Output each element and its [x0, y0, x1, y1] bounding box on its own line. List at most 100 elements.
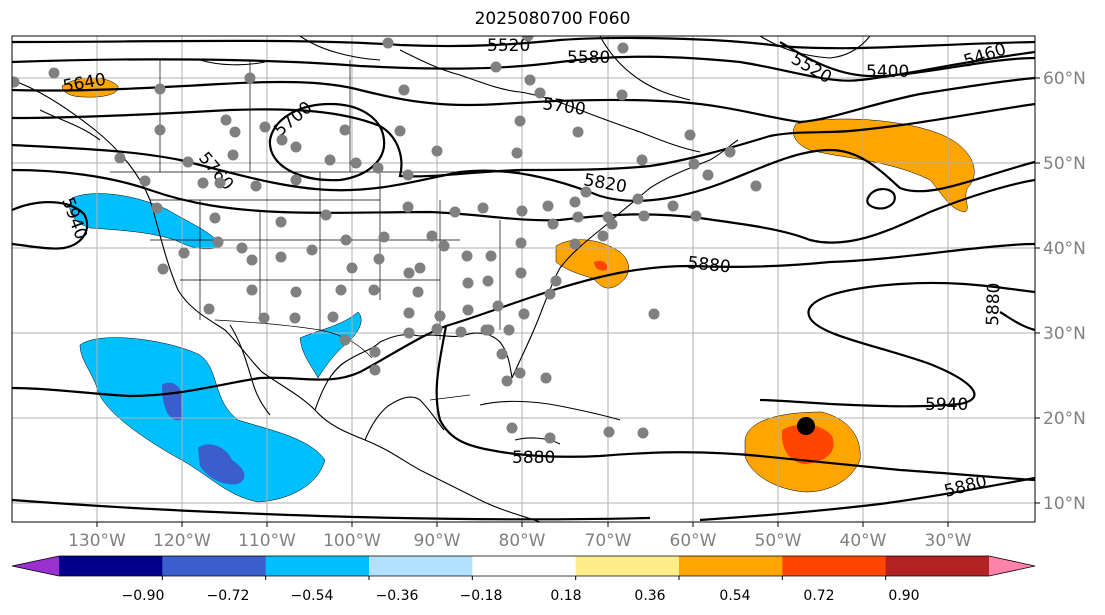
lon-label: 90°W — [414, 531, 461, 551]
station-dot — [414, 262, 426, 274]
lon-label: 100°W — [323, 531, 381, 551]
lon-label: 120°W — [153, 531, 211, 551]
station-dot — [572, 211, 584, 223]
lon-label: 70°W — [585, 531, 632, 551]
contour-label: 5940 — [925, 395, 968, 415]
station-dot — [514, 367, 526, 379]
station-dot — [524, 74, 536, 86]
lat-label: 60°N — [1043, 69, 1086, 89]
station-dot — [227, 149, 239, 161]
station-dot — [412, 286, 424, 298]
station-dot — [327, 311, 339, 323]
station-dot — [569, 238, 581, 250]
station-dot — [403, 267, 415, 279]
station-dot — [461, 250, 473, 262]
station-dot — [667, 200, 679, 212]
colorbar-tick-label: 0.54 — [719, 588, 750, 604]
station-markers — [12, 36, 762, 444]
station-dot — [157, 263, 169, 275]
station-dot — [724, 146, 736, 158]
station-dot — [290, 286, 302, 298]
station-dot — [402, 201, 414, 213]
station-dot — [690, 210, 702, 222]
station-dot — [394, 125, 406, 137]
lat-label: 30°N — [1043, 324, 1086, 344]
station-dot — [496, 348, 508, 360]
colorbar-tick-label: 0.18 — [550, 588, 581, 604]
station-dot — [431, 145, 443, 157]
station-dot — [516, 205, 528, 217]
anomaly-red-atlantic-south — [781, 424, 834, 464]
station-dot — [182, 156, 194, 168]
station-dot — [503, 324, 515, 336]
station-dot — [258, 312, 270, 324]
colorbar-segment — [59, 556, 163, 576]
station-dot — [550, 275, 562, 287]
colorbar-tick-label: −0.72 — [207, 588, 250, 604]
station-dot — [572, 126, 584, 138]
station-dot — [638, 210, 650, 222]
colorbar-tick-label: −0.18 — [460, 588, 503, 604]
station-dot — [534, 87, 546, 99]
contour-label: 5520 — [788, 49, 835, 88]
station-dot — [339, 334, 351, 346]
station-dot — [368, 284, 380, 296]
station-dot — [151, 202, 163, 214]
colorbar-labels: −0.90 −0.72 −0.54 −0.36 −0.18 0.18 0.36 … — [122, 588, 920, 604]
station-dot — [580, 186, 592, 198]
anomaly-red-eastcoast — [594, 260, 608, 271]
station-dot — [340, 234, 352, 246]
anomaly-blue-northwest — [69, 193, 223, 250]
colorbar-segment — [679, 556, 783, 576]
station-dot — [426, 230, 438, 242]
lon-label: 130°W — [68, 531, 126, 551]
station-dot — [276, 134, 288, 146]
colorbar-tick-label: −0.54 — [291, 588, 334, 604]
latitude-labels: 60°N 50°N 40°N 30°N 20°N 10°N — [1043, 69, 1086, 514]
station-dot — [490, 61, 502, 73]
lon-label: 50°W — [755, 531, 802, 551]
colorbar-outline — [11, 555, 1036, 577]
station-dot — [569, 196, 581, 208]
station-dot — [702, 169, 714, 181]
station-dot — [114, 152, 126, 164]
anomaly-shading — [61, 77, 975, 503]
station-dot — [378, 231, 390, 243]
colorbar-extend-max — [989, 556, 1035, 576]
station-dot — [544, 288, 556, 300]
station-dot — [403, 307, 415, 319]
station-dot — [320, 209, 332, 221]
colorbar-segment — [162, 556, 267, 576]
station-dot — [542, 200, 554, 212]
political-borders — [110, 60, 520, 401]
lon-label: 110°W — [238, 531, 296, 551]
station-dot — [449, 206, 461, 218]
station-dot — [455, 326, 467, 338]
axis-ticks — [96, 77, 1040, 527]
station-dot — [636, 154, 648, 166]
station-dot — [462, 304, 474, 316]
station-dot — [212, 236, 224, 248]
station-dot — [485, 250, 497, 262]
station-dot — [477, 202, 489, 214]
anomaly-blue-pacific-core2 — [198, 444, 245, 485]
lon-label: 30°W — [925, 531, 972, 551]
station-dot — [597, 230, 609, 242]
lat-label: 40°N — [1043, 239, 1086, 259]
station-dot — [275, 216, 287, 228]
station-dot — [259, 121, 271, 133]
station-dot — [603, 426, 615, 438]
map-frame — [11, 35, 1036, 523]
anomaly-blue-pacific — [79, 337, 326, 503]
station-dot — [501, 375, 513, 387]
station-dot — [616, 89, 628, 101]
station-dot — [514, 115, 526, 127]
station-dot — [750, 180, 762, 192]
station-dot — [275, 251, 287, 263]
station-dot — [220, 114, 232, 126]
map-area[interactable]: 5520 5580 5400 5460 5640 5700 5700 5520 … — [9, 31, 1036, 523]
lon-label: 60°W — [670, 531, 717, 551]
station-dot — [246, 254, 258, 266]
station-dot — [246, 284, 258, 296]
contour-label: 5700 — [541, 94, 587, 120]
